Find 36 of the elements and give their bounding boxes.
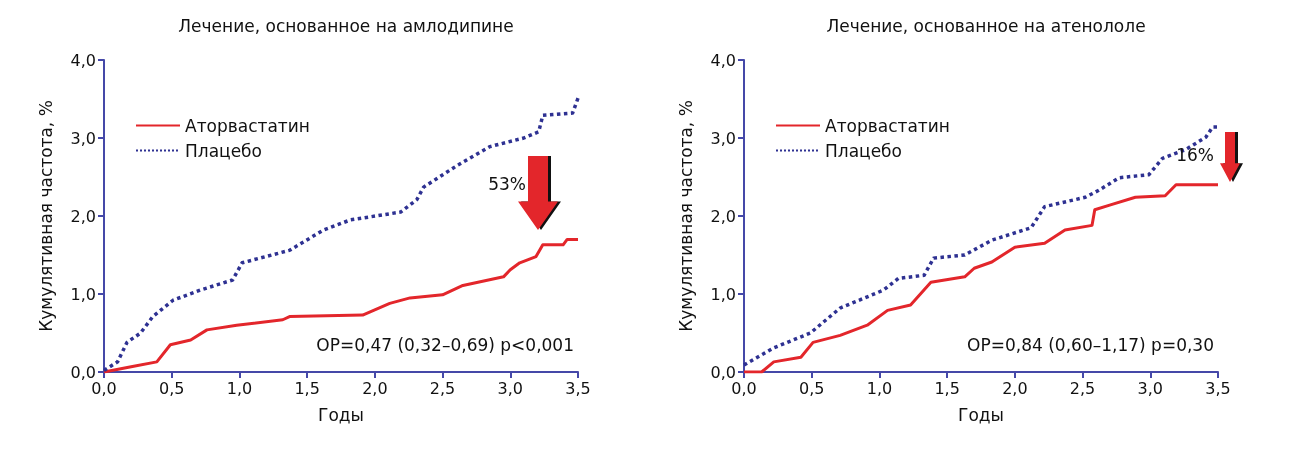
annotation: 53% [488,173,527,194]
annotation: 16% [1176,144,1215,165]
y-tick-label: 3,0 [710,128,736,148]
x-tick-label: 3,0 [497,378,524,398]
x-tick-label: 1,0 [866,378,893,398]
x-tick-label: 2,0 [362,378,388,398]
annotation: ОР=0,47 (0,32–0,69) p<0,001 [316,334,575,355]
legend-label: Плацебо [825,140,902,161]
legend-label: Аторвастатин [185,115,310,136]
y-axis-title: Кумулятивная частота, % [35,100,56,332]
x-tick-label: 1,0 [226,378,253,398]
chart-title: Лечение, основанное на атенололе [826,15,1146,36]
x-tick-label: 1,5 [934,378,960,398]
x-tick-label: 1,5 [294,378,320,398]
chart-title: Лечение, основанное на амлодипине [178,15,514,36]
y-axis-title: Кумулятивная частота, % [675,100,696,332]
annotation: ОР=0,84 (0,60–1,17) p=0,30 [967,334,1214,355]
y-tick-label: 4,0 [710,50,736,70]
y-tick-label: 2,0 [70,206,96,226]
y-tick-label: 2,0 [710,206,736,226]
legend-label: Плацебо [185,140,262,161]
x-tick-label: 2,0 [1002,378,1028,398]
x-tick-label: 2,5 [1069,378,1096,398]
x-axis-title: Годы [958,404,1004,425]
x-tick-label: 3,5 [1205,378,1231,398]
x-tick-label: 2,5 [429,378,456,398]
legend-label: Аторвастатин [825,115,950,136]
y-tick-label: 1,0 [70,284,96,304]
x-tick-label: 3,5 [565,378,591,398]
x-tick-label: 3,0 [1137,378,1164,398]
y-tick-label: 3,0 [70,128,96,148]
x-tick-label: 0,5 [798,378,825,398]
y-tick-label: 1,0 [710,284,736,304]
x-axis-title: Годы [318,404,364,425]
y-tick-label: 4,0 [70,50,96,70]
x-tick-label: 0,5 [158,378,185,398]
